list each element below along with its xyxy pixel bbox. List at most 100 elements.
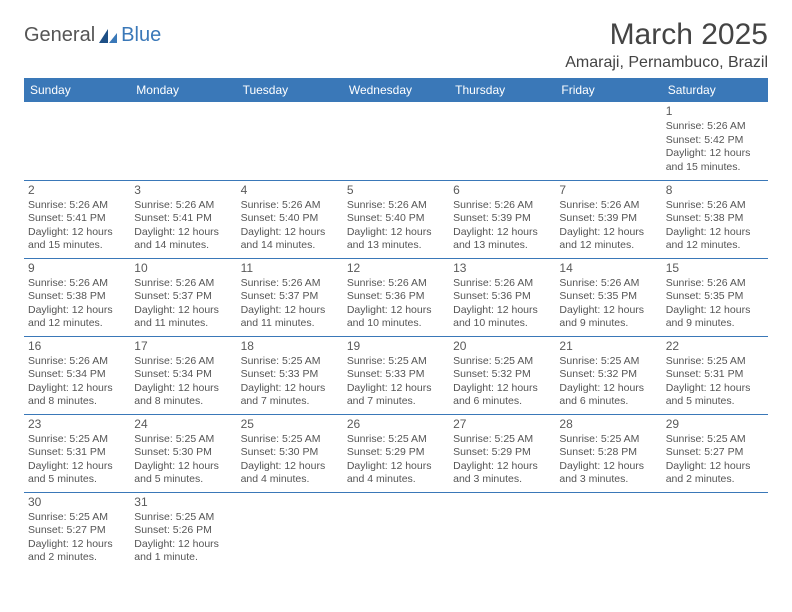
- calendar-week: 30Sunrise: 5:25 AMSunset: 5:27 PMDayligh…: [24, 492, 768, 570]
- calendar-cell: 23Sunrise: 5:25 AMSunset: 5:31 PMDayligh…: [24, 414, 130, 492]
- daylight-text: and 2 minutes.: [28, 551, 126, 564]
- daylight-text: and 10 minutes.: [347, 317, 445, 330]
- daylight-text: and 14 minutes.: [134, 239, 232, 252]
- calendar-cell: 3Sunrise: 5:26 AMSunset: 5:41 PMDaylight…: [130, 180, 236, 258]
- calendar-cell: 4Sunrise: 5:26 AMSunset: 5:40 PMDaylight…: [237, 180, 343, 258]
- daylight-text: Daylight: 12 hours: [241, 304, 339, 317]
- sunrise-text: Sunrise: 5:26 AM: [134, 199, 232, 212]
- calendar-body: 1Sunrise: 5:26 AMSunset: 5:42 PMDaylight…: [24, 102, 768, 570]
- day-header: Sunday: [24, 78, 130, 102]
- sunrise-text: Sunrise: 5:25 AM: [241, 433, 339, 446]
- calendar-week: 9Sunrise: 5:26 AMSunset: 5:38 PMDaylight…: [24, 258, 768, 336]
- day-number: 2: [28, 183, 126, 198]
- daylight-text: Daylight: 12 hours: [28, 226, 126, 239]
- sunset-text: Sunset: 5:36 PM: [347, 290, 445, 303]
- sunrise-text: Sunrise: 5:26 AM: [666, 120, 764, 133]
- daylight-text: and 5 minutes.: [28, 473, 126, 486]
- calendar-cell: 21Sunrise: 5:25 AMSunset: 5:32 PMDayligh…: [555, 336, 661, 414]
- sunset-text: Sunset: 5:40 PM: [347, 212, 445, 225]
- daylight-text: and 12 minutes.: [559, 239, 657, 252]
- calendar-cell: 22Sunrise: 5:25 AMSunset: 5:31 PMDayligh…: [662, 336, 768, 414]
- day-number: 19: [347, 339, 445, 354]
- sunset-text: Sunset: 5:38 PM: [666, 212, 764, 225]
- calendar-cell: [449, 102, 555, 180]
- daylight-text: Daylight: 12 hours: [241, 226, 339, 239]
- sunrise-text: Sunrise: 5:26 AM: [347, 199, 445, 212]
- sunrise-text: Sunrise: 5:26 AM: [28, 277, 126, 290]
- sunrise-text: Sunrise: 5:25 AM: [134, 433, 232, 446]
- calendar-cell: 6Sunrise: 5:26 AMSunset: 5:39 PMDaylight…: [449, 180, 555, 258]
- daylight-text: Daylight: 12 hours: [347, 226, 445, 239]
- sunset-text: Sunset: 5:30 PM: [241, 446, 339, 459]
- sunset-text: Sunset: 5:30 PM: [134, 446, 232, 459]
- calendar-cell: 16Sunrise: 5:26 AMSunset: 5:34 PMDayligh…: [24, 336, 130, 414]
- calendar-cell: 26Sunrise: 5:25 AMSunset: 5:29 PMDayligh…: [343, 414, 449, 492]
- sunset-text: Sunset: 5:41 PM: [28, 212, 126, 225]
- day-number: 15: [666, 261, 764, 276]
- daylight-text: Daylight: 12 hours: [347, 304, 445, 317]
- sunset-text: Sunset: 5:37 PM: [134, 290, 232, 303]
- calendar-cell: 30Sunrise: 5:25 AMSunset: 5:27 PMDayligh…: [24, 492, 130, 570]
- sunset-text: Sunset: 5:27 PM: [666, 446, 764, 459]
- sunset-text: Sunset: 5:29 PM: [453, 446, 551, 459]
- day-number: 14: [559, 261, 657, 276]
- day-number: 23: [28, 417, 126, 432]
- daylight-text: Daylight: 12 hours: [453, 460, 551, 473]
- sunset-text: Sunset: 5:38 PM: [28, 290, 126, 303]
- daylight-text: Daylight: 12 hours: [666, 304, 764, 317]
- calendar-cell: [130, 102, 236, 180]
- day-number: 9: [28, 261, 126, 276]
- calendar-week: 1Sunrise: 5:26 AMSunset: 5:42 PMDaylight…: [24, 102, 768, 180]
- sunset-text: Sunset: 5:42 PM: [666, 134, 764, 147]
- sunrise-text: Sunrise: 5:26 AM: [559, 277, 657, 290]
- day-number: 22: [666, 339, 764, 354]
- sunset-text: Sunset: 5:29 PM: [347, 446, 445, 459]
- daylight-text: Daylight: 12 hours: [453, 382, 551, 395]
- sunrise-text: Sunrise: 5:26 AM: [666, 199, 764, 212]
- day-number: 16: [28, 339, 126, 354]
- calendar-cell: [237, 492, 343, 570]
- day-number: 29: [666, 417, 764, 432]
- daylight-text: and 3 minutes.: [453, 473, 551, 486]
- daylight-text: and 5 minutes.: [666, 395, 764, 408]
- calendar-cell: 17Sunrise: 5:26 AMSunset: 5:34 PMDayligh…: [130, 336, 236, 414]
- calendar-cell: [343, 102, 449, 180]
- header: General Blue March 2025 Amaraji, Pernamb…: [24, 18, 768, 72]
- daylight-text: and 6 minutes.: [453, 395, 551, 408]
- day-number: 25: [241, 417, 339, 432]
- sunset-text: Sunset: 5:32 PM: [559, 368, 657, 381]
- daylight-text: Daylight: 12 hours: [134, 538, 232, 551]
- day-number: 28: [559, 417, 657, 432]
- daylight-text: Daylight: 12 hours: [559, 226, 657, 239]
- daylight-text: Daylight: 12 hours: [28, 382, 126, 395]
- daylight-text: and 8 minutes.: [134, 395, 232, 408]
- sail-icon: [97, 27, 119, 45]
- sunrise-text: Sunrise: 5:25 AM: [347, 355, 445, 368]
- daylight-text: Daylight: 12 hours: [453, 226, 551, 239]
- calendar-cell: 19Sunrise: 5:25 AMSunset: 5:33 PMDayligh…: [343, 336, 449, 414]
- daylight-text: Daylight: 12 hours: [347, 382, 445, 395]
- sunrise-text: Sunrise: 5:25 AM: [666, 355, 764, 368]
- sunset-text: Sunset: 5:26 PM: [134, 524, 232, 537]
- sunrise-text: Sunrise: 5:25 AM: [559, 355, 657, 368]
- sunset-text: Sunset: 5:28 PM: [559, 446, 657, 459]
- daylight-text: Daylight: 12 hours: [134, 460, 232, 473]
- sunset-text: Sunset: 5:40 PM: [241, 212, 339, 225]
- daylight-text: and 2 minutes.: [666, 473, 764, 486]
- daylight-text: Daylight: 12 hours: [241, 460, 339, 473]
- sunrise-text: Sunrise: 5:26 AM: [28, 355, 126, 368]
- daylight-text: and 13 minutes.: [453, 239, 551, 252]
- day-number: 11: [241, 261, 339, 276]
- sunrise-text: Sunrise: 5:25 AM: [28, 433, 126, 446]
- sunrise-text: Sunrise: 5:25 AM: [347, 433, 445, 446]
- calendar-cell: 8Sunrise: 5:26 AMSunset: 5:38 PMDaylight…: [662, 180, 768, 258]
- sunset-text: Sunset: 5:41 PM: [134, 212, 232, 225]
- sunrise-text: Sunrise: 5:26 AM: [241, 199, 339, 212]
- daylight-text: and 8 minutes.: [28, 395, 126, 408]
- day-number: 12: [347, 261, 445, 276]
- calendar-week: 2Sunrise: 5:26 AMSunset: 5:41 PMDaylight…: [24, 180, 768, 258]
- calendar-cell: 15Sunrise: 5:26 AMSunset: 5:35 PMDayligh…: [662, 258, 768, 336]
- calendar-cell: 14Sunrise: 5:26 AMSunset: 5:35 PMDayligh…: [555, 258, 661, 336]
- calendar-cell: [237, 102, 343, 180]
- calendar-cell: 10Sunrise: 5:26 AMSunset: 5:37 PMDayligh…: [130, 258, 236, 336]
